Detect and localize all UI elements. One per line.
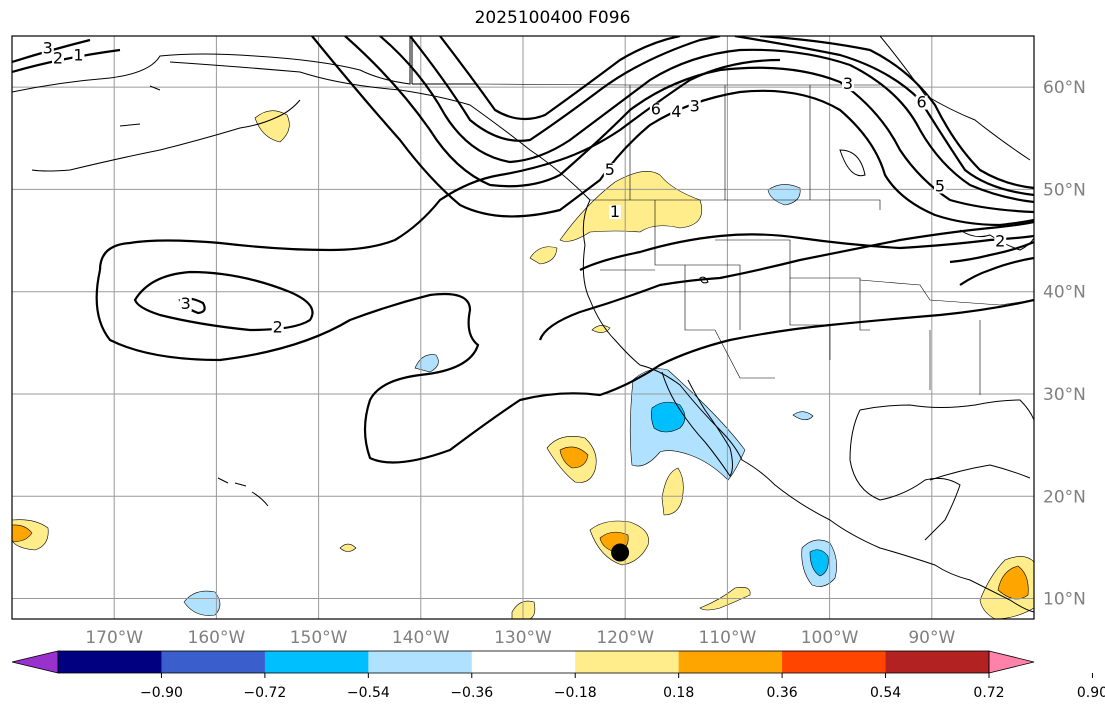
contour-label-bg: [271, 320, 284, 335]
anomaly-patch: [414, 354, 439, 373]
colorbar-tick-label: 0.72: [973, 685, 1004, 701]
contour-label: 2: [53, 49, 63, 68]
colorbar-segment: [58, 651, 162, 673]
contour-label-bg: [670, 104, 683, 119]
contour-label: 1: [610, 202, 620, 221]
location-marker: [611, 543, 630, 562]
lat-tick-label: 30°N: [1043, 385, 1086, 405]
colorbar-tick-label: −0.90: [140, 685, 183, 701]
anomaly-patch: [559, 170, 703, 242]
anomaly-patch: [183, 590, 221, 616]
contour-label: 6: [916, 93, 926, 112]
lon-tick-label: 90°W: [908, 628, 955, 648]
colorbar-segment: [575, 651, 680, 673]
contour-label-bg: [688, 99, 701, 114]
anomaly-patch: [629, 368, 746, 481]
contour-label: 1: [73, 46, 83, 65]
lat-tick-label: 10°N: [1043, 590, 1086, 610]
colorbar-tick-label: 0.18: [663, 685, 694, 701]
anomaly-patch: [661, 467, 684, 516]
lon-tick-label: 110°W: [699, 628, 757, 648]
lat-tick-label: 60°N: [1043, 78, 1086, 98]
anomaly-patch: [529, 246, 558, 265]
contour-label-bg: [603, 163, 616, 178]
anomaly-patch: [792, 411, 814, 421]
colorbar-segment: [885, 651, 990, 673]
colorbar-segment: [161, 651, 266, 673]
gridlines: [12, 36, 1034, 619]
contour-label: 2: [995, 232, 1005, 251]
colorbar-tick-label: −0.72: [243, 685, 286, 701]
lon-tick-label: 170°W: [85, 628, 143, 648]
contour-label: 3: [690, 97, 700, 116]
lat-tick-label: 50°N: [1043, 180, 1086, 200]
contour-label: 5: [935, 176, 945, 195]
contour-label: 5: [605, 160, 615, 179]
anomaly-patch: [559, 446, 589, 469]
contour-label-bg: [994, 234, 1007, 249]
colorbar-frame: [57, 650, 990, 674]
contour-label-bg: [649, 102, 662, 117]
anomaly-patch: [809, 549, 829, 577]
longitude-labels: 170°W 160°W 150°W 140°W 130°W 120°W 110°W 100°W…: [85, 628, 955, 648]
lat-tick-label: 20°N: [1043, 487, 1086, 507]
contour-label-bg: [608, 204, 621, 219]
colorbar: −0.90 −0.72 −0.54 −0.36 −0.18 0.18 0.36 0.54 0.7…: [11, 650, 1105, 701]
colorbar-segment: [471, 651, 576, 673]
map-frame: [11, 35, 1035, 620]
colorbar-tick-label: 0.90: [1077, 685, 1105, 701]
lon-tick-label: 120°W: [596, 628, 654, 648]
anomaly-patch: [651, 401, 686, 433]
anomaly-patch: [591, 325, 611, 333]
contour-label-bg: [51, 51, 64, 66]
shaded-anomalies: [12, 110, 1034, 619]
colorbar-tick-label: 0.36: [767, 685, 798, 701]
contour-label: 3: [843, 74, 853, 93]
lon-tick-label: 130°W: [494, 628, 552, 648]
colorbar-segment: [264, 651, 369, 673]
contour-label: 3: [181, 294, 191, 313]
contour-label-bg: [933, 179, 946, 194]
lon-tick-label: 150°W: [290, 628, 348, 648]
contour-label: 3: [43, 38, 53, 57]
lon-tick-label: 140°W: [392, 628, 450, 648]
contour-label: 2: [273, 318, 283, 337]
colorbar-tick-label: −0.36: [450, 685, 493, 701]
contour-label-bg: [841, 77, 854, 92]
colorbar-segment: [678, 651, 783, 673]
contour-label-bg: [915, 95, 928, 110]
contour-label: 4: [671, 102, 681, 121]
coastlines: [12, 36, 1034, 613]
latitude-labels: 60°N 50°N 40°N 30°N 20°N 10°N: [1043, 78, 1086, 609]
contour-label-bg: [72, 48, 85, 63]
anomaly-patch: [12, 524, 33, 542]
colorbar-under-arrow: [11, 650, 59, 674]
colorbar-over-arrow: [988, 650, 1035, 674]
colorbar-segment: [368, 651, 473, 673]
contour-label-bg: [41, 41, 54, 56]
colorbar-tick-label: 0.54: [870, 685, 901, 701]
contour-label: 6: [651, 100, 661, 119]
colorbar-segment: [782, 651, 887, 673]
contour-label-bg: [179, 297, 192, 312]
anomaly-patch: [254, 110, 290, 143]
colorbar-tick-label: −0.18: [554, 685, 597, 701]
lon-tick-label: 100°W: [801, 628, 859, 648]
map-title: 2025100400 F096: [474, 8, 631, 28]
anomaly-patch: [339, 543, 357, 552]
colorbar-tick-label: −0.54: [347, 685, 390, 701]
lon-tick-label: 160°W: [188, 628, 246, 648]
lat-tick-label: 40°N: [1043, 283, 1086, 303]
anomaly-patch: [767, 184, 801, 206]
